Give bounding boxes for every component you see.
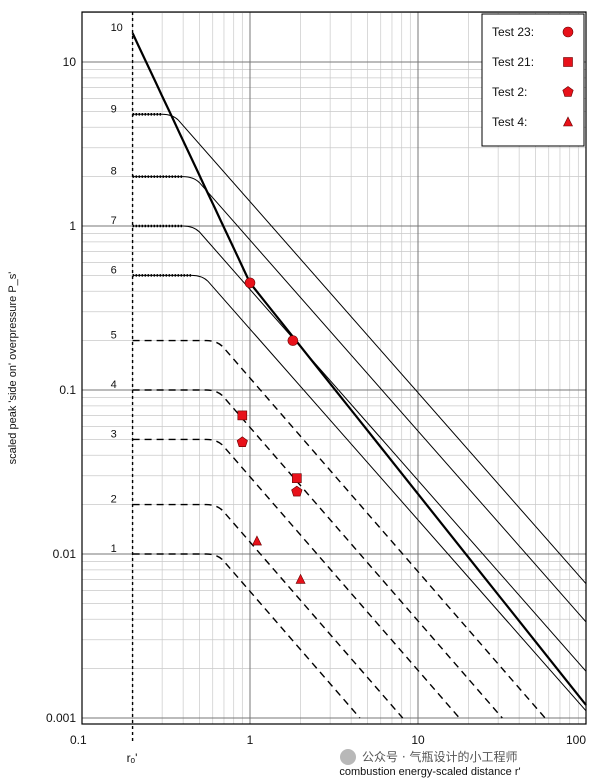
data-point-circle (287, 335, 299, 346)
curve-number-label: 6 (111, 264, 117, 276)
legend-label-test23: Test 23: (492, 25, 534, 39)
watermark: 公众号 · 气瓶设计的小工程师 (340, 749, 517, 765)
curve-number-label: 4 (111, 379, 117, 391)
curve-6 (132, 274, 587, 712)
legend-label-test4: Test 4: (492, 115, 527, 129)
curve-number-label: 7 (111, 215, 117, 227)
x-axis-title: combustion energy-scaled distance r' (339, 766, 520, 778)
watermark-text: 公众号 · 气瓶设计的小工程师 (362, 749, 517, 764)
curve-1 (132, 553, 361, 719)
data-point-pentagon (236, 436, 248, 448)
y-tick-label: 10 (63, 55, 77, 69)
wechat-icon (340, 749, 356, 765)
curve-7 (132, 225, 587, 672)
y-tick-label: 1 (69, 219, 76, 233)
data-point-triangle (295, 573, 306, 584)
legend-label-test2: Test 2: (492, 85, 527, 99)
curve-2 (132, 503, 404, 719)
x-tick-label: 1 (247, 733, 254, 747)
x-tick-label: 10 (411, 733, 425, 747)
data-point-pentagon (291, 485, 303, 497)
plot-frame (81, 11, 587, 725)
data-point-square (237, 410, 248, 421)
r0-marker-label: rₒ' (127, 751, 138, 765)
legend-marker-triangle (563, 116, 573, 127)
curve-number-label: 9 (111, 103, 117, 115)
curve-number-label: 5 (111, 330, 117, 342)
curve-number-label: 10 (111, 22, 123, 34)
legend: Test 23: Test 21: Test 2: Test 4: (481, 13, 585, 147)
curve-9 (132, 113, 587, 585)
curve-3 (132, 438, 460, 719)
legend-markers (562, 26, 574, 127)
legend-marker-circle (562, 26, 574, 38)
curve-number-label: 8 (111, 166, 117, 178)
y-tick-label: 0.1 (59, 383, 76, 397)
curves (131, 32, 587, 719)
legend-label-test21: Test 21: (492, 55, 534, 69)
data-points (236, 277, 306, 584)
labels: 0.1 1 10 100 0.001 0.01 0.1 1 10 rₒ' 10 9 8 7 6 5 4 3 2 1 (46, 12, 586, 765)
curve-5 (132, 339, 546, 719)
curve-number-label: 1 (111, 543, 117, 555)
data-point-square (292, 473, 302, 483)
data-point-circle (244, 277, 256, 289)
legend-marker-square (563, 57, 573, 67)
y-tick-label: 0.001 (46, 711, 76, 725)
curve-10-steep (131, 32, 251, 284)
curve-8 (132, 176, 587, 623)
y-tick-label: 0.01 (53, 547, 77, 561)
y-axis-title: scaled peak 'side on' overpressure P_s' (7, 272, 19, 465)
x-tick-label: 0.1 (70, 733, 87, 747)
legend-marker-pentagon (562, 86, 574, 97)
curve-number-label: 3 (111, 428, 117, 440)
data-point-triangle (251, 535, 262, 546)
x-tick-label: 100 (566, 733, 586, 747)
curve-4 (132, 389, 503, 719)
curve-number-label: 2 (111, 494, 117, 506)
